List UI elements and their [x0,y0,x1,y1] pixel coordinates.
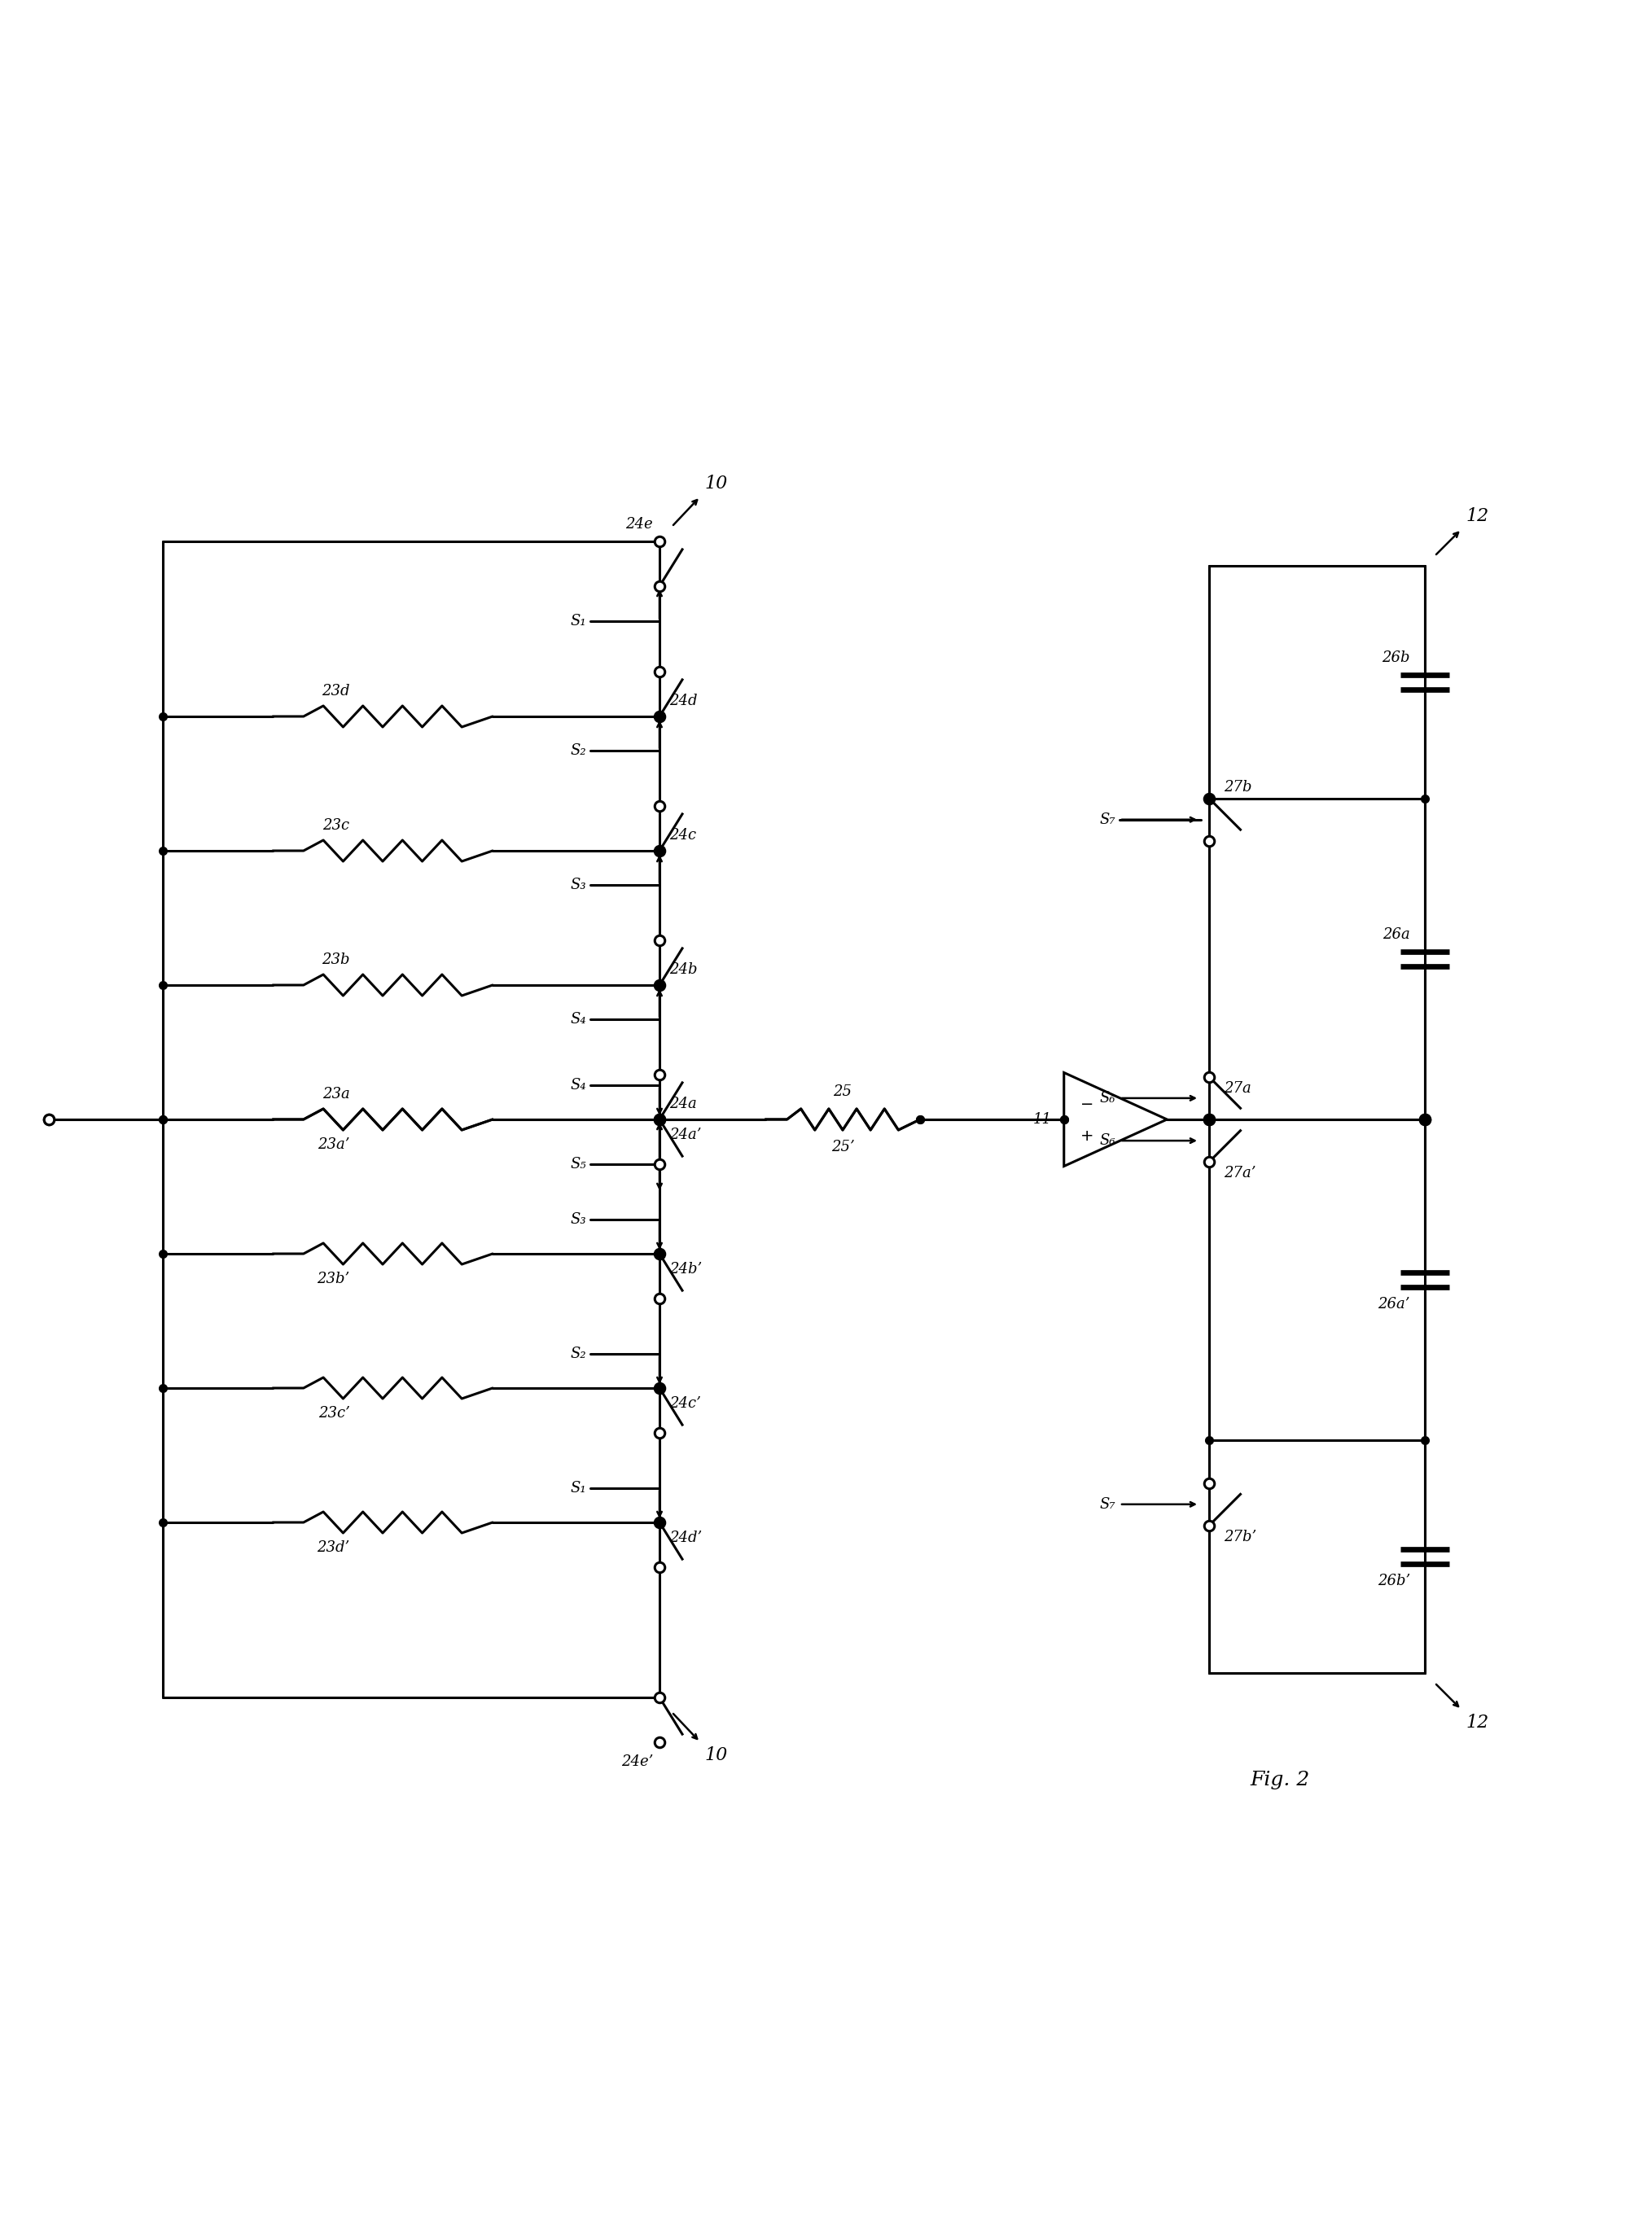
Text: 24c’: 24c’ [669,1397,700,1412]
Text: S₅: S₅ [570,1157,586,1170]
Text: 24a: 24a [669,1097,697,1110]
Text: $+$: $+$ [1080,1128,1094,1144]
Text: S₃: S₃ [570,877,586,893]
Text: 24e’: 24e’ [621,1755,653,1768]
Text: 24b’: 24b’ [669,1262,702,1276]
Text: S₂: S₂ [570,743,586,759]
Text: 12: 12 [1465,1714,1488,1732]
Text: S₄: S₄ [570,1079,586,1092]
Text: S₄: S₄ [570,1012,586,1027]
Text: 24c: 24c [669,828,695,841]
Text: S₆: S₆ [1100,1132,1115,1148]
Text: 24e: 24e [626,517,653,533]
Text: S₁: S₁ [570,1482,586,1495]
Text: 26b: 26b [1383,651,1411,665]
Text: 12: 12 [1465,508,1488,526]
Text: S₇: S₇ [1100,812,1115,826]
Text: 24d’: 24d’ [669,1531,702,1546]
Text: S₇: S₇ [1100,1497,1115,1511]
Text: 23c: 23c [322,819,350,833]
Text: 27b’: 27b’ [1224,1529,1257,1544]
Text: 23c’: 23c’ [319,1405,350,1421]
Text: 25: 25 [833,1085,852,1099]
Text: 11: 11 [1032,1112,1052,1126]
Text: S₂: S₂ [570,1347,586,1361]
Text: 27a: 27a [1224,1081,1251,1097]
Text: 23a: 23a [322,1088,350,1101]
Text: 26a: 26a [1383,927,1411,942]
Text: 10: 10 [704,474,727,492]
Text: 23b’: 23b’ [317,1271,350,1287]
Text: 23a’: 23a’ [317,1137,350,1153]
Text: 24b: 24b [669,962,697,976]
Text: S₁: S₁ [570,613,586,629]
Text: S₆: S₆ [1100,1090,1115,1106]
Text: 26b’: 26b’ [1378,1573,1411,1589]
Text: 10: 10 [704,1746,727,1764]
Text: 25’: 25’ [831,1139,854,1155]
Text: $-$: $-$ [1080,1094,1094,1110]
Text: 26a’: 26a’ [1378,1298,1411,1311]
Text: Fig. 2: Fig. 2 [1251,1770,1310,1790]
Text: 27b: 27b [1224,779,1252,794]
Text: 23b: 23b [322,953,350,967]
Text: 24d: 24d [669,694,697,707]
Text: 27a’: 27a’ [1224,1166,1256,1182]
Text: 24a’: 24a’ [669,1128,702,1141]
Text: 23d’: 23d’ [317,1540,350,1555]
Text: 23d: 23d [322,685,350,698]
Text: S₃: S₃ [570,1213,586,1226]
